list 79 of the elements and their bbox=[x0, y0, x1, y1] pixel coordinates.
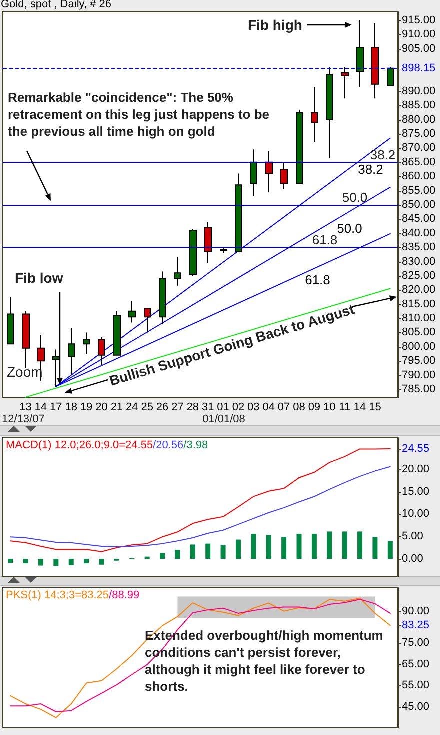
x-tick-label: 11 bbox=[339, 402, 351, 414]
annotation: Bullish Support Going Back to August bbox=[108, 301, 357, 389]
annotation: 61.8 bbox=[312, 232, 338, 248]
annotation: Fib high bbox=[248, 17, 302, 33]
x-tick-label: 08 bbox=[293, 402, 306, 414]
x-tick-label: 03 bbox=[248, 402, 260, 414]
text: PKS(1) 14;3;3=83.25 bbox=[6, 590, 110, 602]
x-tick-label: 04 bbox=[262, 402, 275, 414]
y-tick-label: 65.00 bbox=[402, 658, 430, 670]
x-tick-label: 01 bbox=[217, 402, 230, 414]
y-tick-label: 0.00 bbox=[402, 553, 424, 566]
x-tick-label: 25 bbox=[141, 402, 154, 414]
x-tick-label: 02 bbox=[232, 402, 245, 414]
ref-line-label: 898.15 bbox=[402, 62, 436, 74]
x-tick-label: 21 bbox=[110, 402, 124, 414]
y-tick-label: 885.00 bbox=[402, 100, 436, 112]
x-tick-label: 27 bbox=[172, 402, 184, 414]
y-tick-label: 55.00 bbox=[402, 680, 430, 692]
y-tick-label: 815.00 bbox=[402, 298, 436, 310]
series-label: 61.8 bbox=[305, 272, 330, 288]
series-label: 38.2 bbox=[358, 162, 384, 177]
y-tick-label: 805.00 bbox=[402, 326, 436, 339]
text: 01/01/08 bbox=[202, 414, 246, 426]
x-tick-label: 09 bbox=[308, 402, 321, 414]
x-tick-label: 24 bbox=[126, 402, 138, 414]
annotation: 38.2 bbox=[370, 147, 396, 162]
y-tick-label: 24.55 bbox=[402, 442, 430, 455]
y-tick-label: 820.00 bbox=[402, 284, 436, 296]
annotation: Remarkable "coincidence": The 50% retracement on this leg just happens to be the previous all time high on gold bbox=[8, 90, 274, 139]
y-tick-label: 915.00 bbox=[402, 14, 436, 27]
y-tick-label: 810.00 bbox=[402, 312, 436, 325]
x-tick-label: 15 bbox=[369, 402, 382, 414]
y-tick-label: 10.00 bbox=[402, 508, 430, 520]
text: /3.98 bbox=[184, 440, 208, 452]
text: 12/13/07 bbox=[2, 414, 45, 426]
x-tick-label: 10 bbox=[324, 402, 336, 414]
y-tick-label: 845.00 bbox=[402, 213, 436, 226]
annotation: Fib low bbox=[15, 270, 64, 286]
y-tick-label: 20.00 bbox=[402, 463, 430, 476]
y-tick-label: 90.00 bbox=[402, 605, 430, 618]
series-label: 50.0 bbox=[337, 220, 362, 236]
x-tick-label: 07 bbox=[278, 402, 290, 414]
y-tick-label: 83.25 bbox=[402, 620, 430, 632]
y-tick-label: 880.00 bbox=[402, 114, 436, 126]
y-tick-label: 855.00 bbox=[402, 184, 436, 197]
y-tick-label: 875.00 bbox=[402, 128, 436, 140]
y-tick-label: 795.00 bbox=[402, 355, 436, 368]
y-tick-label: 835.00 bbox=[402, 242, 436, 254]
y-tick-label: 905.00 bbox=[402, 42, 436, 55]
annotation: 50.0 bbox=[342, 190, 368, 205]
y-tick-label: 5.00 bbox=[402, 530, 424, 543]
y-tick-label: 840.00 bbox=[402, 227, 436, 240]
y-tick-label: 870.00 bbox=[402, 142, 436, 154]
y-tick-label: 825.00 bbox=[402, 270, 436, 282]
x-tick-label: 13 bbox=[20, 402, 32, 414]
x-tick-label: 14 bbox=[34, 402, 48, 414]
y-tick-label: 890.00 bbox=[402, 85, 436, 98]
y-tick-label: 830.00 bbox=[402, 256, 436, 268]
x-tick-label: 26 bbox=[156, 402, 169, 414]
text: MACD(1) 12.0;26.0;9.0=24.55 bbox=[6, 440, 154, 452]
y-tick-label: 790.00 bbox=[402, 369, 436, 382]
x-tick-label: 17 bbox=[50, 402, 62, 414]
x-tick-label: 19 bbox=[80, 402, 93, 414]
y-tick-label: 800.00 bbox=[402, 340, 436, 353]
y-tick-label: 785.00 bbox=[402, 383, 436, 396]
text: /20.56 bbox=[153, 440, 184, 452]
y-tick-label: 865.00 bbox=[402, 156, 436, 168]
x-tick-label: 18 bbox=[65, 402, 78, 414]
x-tick-label: 28 bbox=[186, 402, 200, 414]
y-tick-label: 910.00 bbox=[402, 28, 436, 41]
y-tick-label: 850.00 bbox=[402, 199, 436, 211]
x-tick-label: 31 bbox=[202, 402, 214, 414]
text: /88.99 bbox=[109, 590, 140, 602]
y-tick-label: 75.00 bbox=[402, 637, 430, 650]
y-tick-label: 15.00 bbox=[402, 486, 430, 498]
y-tick-label: 45.00 bbox=[402, 700, 430, 713]
x-tick-label: 14 bbox=[354, 402, 366, 414]
x-tick-label: 20 bbox=[96, 402, 108, 414]
y-tick-label: 860.00 bbox=[402, 170, 436, 183]
